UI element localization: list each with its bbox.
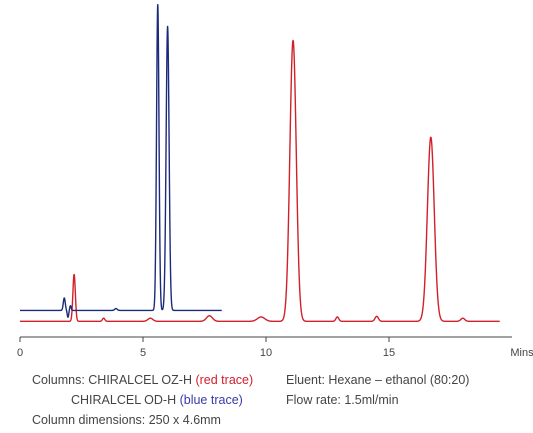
red-trace-line [19, 39, 501, 323]
legend-column-1: Columns: CHIRALCEL OZ-H (red trace) [32, 370, 253, 390]
column-2-label: CHIRALCEL OD-H [71, 393, 177, 407]
column-dimensions: Column dimensions: 250 x 4.6mm [32, 413, 221, 427]
x-tick-label: 0 [17, 347, 23, 359]
traces [19, 3, 501, 323]
legend-conditions: Eluent: Hexane – ethanol (80:20) Flow ra… [286, 370, 469, 410]
x-tick-label: 5 [140, 347, 146, 359]
legend-columns: Columns: CHIRALCEL OZ-H (red trace) CHIR… [32, 370, 253, 430]
columns-label: Columns: CHIRALCEL OZ-H [32, 373, 192, 387]
blue-trace-line [19, 3, 223, 318]
eluent-label: Eluent: Hexane – ethanol (80:20) [286, 373, 470, 387]
chromatogram-chart: 0 5 10 15 Mins [17, 3, 533, 359]
x-axis-unit-label: Mins [510, 347, 533, 359]
x-tick-label: 10 [260, 347, 272, 359]
legend-column-2: CHIRALCEL OD-H (blue trace) [32, 390, 253, 410]
x-axis-ticks: 0 5 10 15 [17, 337, 395, 359]
red-trace-label: (red trace) [195, 373, 254, 387]
blue-trace-label: (blue trace) [179, 393, 243, 407]
x-tick-label: 15 [383, 347, 395, 359]
flow-rate-label: Flow rate: 1.5ml/min [286, 393, 399, 407]
